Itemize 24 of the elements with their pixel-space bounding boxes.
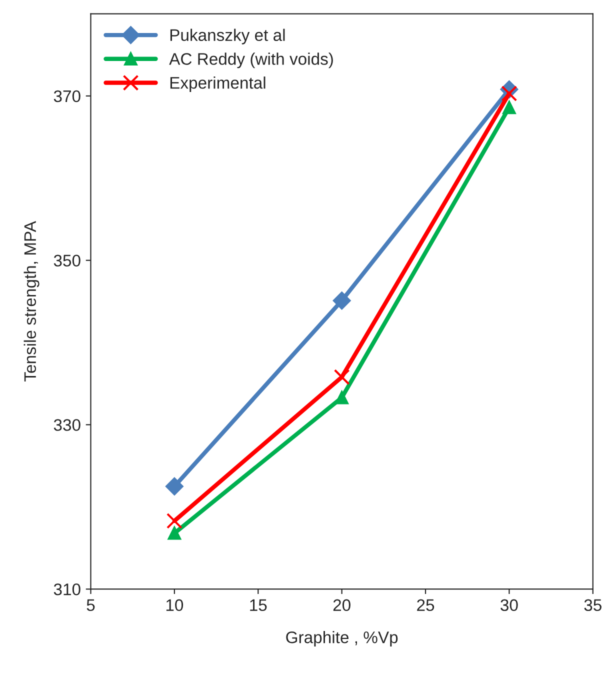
point xyxy=(501,86,518,102)
x-axis-title: Graphite , %Vp xyxy=(286,631,398,647)
point xyxy=(332,292,351,310)
point xyxy=(335,390,348,404)
x-tick-label: 30 xyxy=(500,599,518,612)
y-tick-label: 350 xyxy=(54,254,80,267)
x-tick-label: 5 xyxy=(86,599,95,612)
point xyxy=(334,369,350,386)
legend-label: Pukanszky et al xyxy=(170,28,285,44)
x-tick-label: 25 xyxy=(417,599,434,612)
x-tick-label: 10 xyxy=(166,599,184,612)
x-tick-label: 20 xyxy=(333,599,350,612)
x-tick-label: 35 xyxy=(584,599,602,612)
point xyxy=(166,512,182,529)
legend-label: Experimental xyxy=(170,76,266,92)
y-tick-label: 370 xyxy=(54,90,80,102)
point xyxy=(166,477,184,496)
x-tick-label: 15 xyxy=(250,599,267,612)
y-tick-label: 330 xyxy=(54,419,80,431)
point xyxy=(502,100,516,114)
y-tick-label: 310 xyxy=(54,583,80,596)
legend-label: AC Reddy (with voids) xyxy=(169,52,333,68)
y-axis-title: Tensile strength, MPA xyxy=(24,221,40,382)
point xyxy=(168,526,182,540)
